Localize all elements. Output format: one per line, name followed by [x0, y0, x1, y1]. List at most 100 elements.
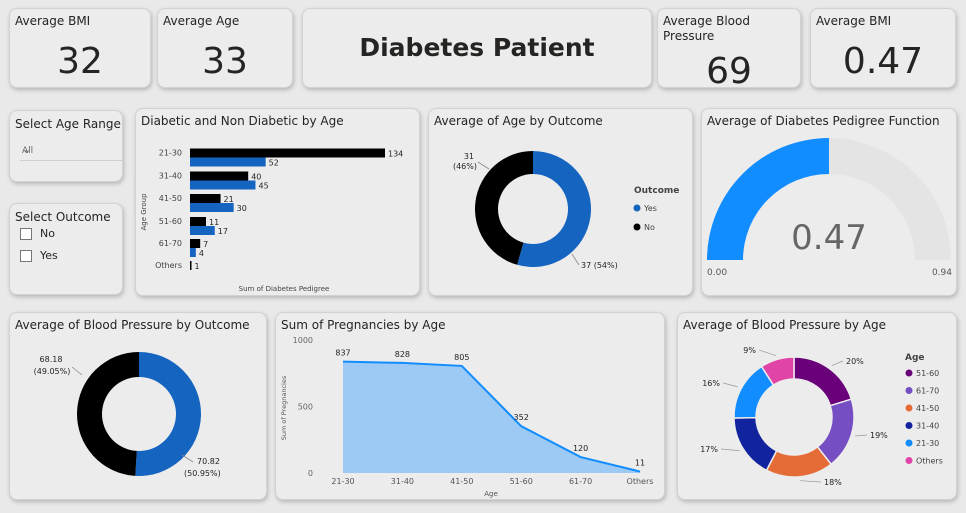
bar: [190, 171, 249, 181]
kpi-value: 32: [57, 41, 103, 82]
data-label: 20%: [846, 357, 864, 366]
category-label: 31-40: [159, 172, 182, 181]
legend-label: 31-40: [916, 422, 939, 431]
x-tick-label: 21-30: [331, 477, 354, 486]
bar: [190, 261, 192, 270]
chart-card-age-by-outcome: Average of Age by Outcome 37 (54%) 31 (46%…: [428, 108, 693, 296]
checkbox[interactable]: [20, 227, 32, 240]
data-label: 11: [635, 459, 645, 468]
bar: [190, 157, 266, 167]
legend-marker: [905, 439, 913, 447]
donut-chart: 37 (54%) 31(46%) Outcome Yes No: [453, 151, 679, 270]
gauge-value: 0.47: [791, 218, 867, 258]
option-label: No: [40, 227, 55, 240]
option-label: Yes: [40, 249, 58, 262]
data-label: 70.82: [197, 457, 220, 466]
data-label: 7: [203, 240, 208, 249]
kpi-card-average-blood-pressure: Average Blood Pressure 69: [657, 8, 801, 88]
x-tick-label: Others: [627, 477, 654, 486]
dashboard-title: Diabetes Patient: [359, 33, 595, 62]
data-label: 40: [251, 173, 261, 182]
area-fill: [343, 361, 640, 473]
data-label: 805: [454, 353, 469, 362]
donut-slice-31-40: [733, 416, 778, 472]
kpi-title: Average Blood Pressure: [663, 14, 750, 43]
donut-slice-yes: [135, 352, 202, 476]
data-label: (49.05%): [34, 367, 71, 376]
y-tick-label: 0: [308, 469, 313, 478]
x-tick-label: 31-40: [391, 477, 414, 486]
kpi-card-average-bmi: Average BMI 32: [9, 8, 151, 88]
data-label: 52: [269, 159, 279, 168]
donut-slice-51-60: [793, 356, 853, 407]
outcome-option-no[interactable]: No: [20, 227, 55, 240]
chevron-down-icon: ⌄: [22, 143, 32, 156]
bar: [190, 248, 196, 257]
dashboard-title-card: Diabetes Patient: [302, 8, 652, 88]
y-axis-title: Sum of Pregnancies: [280, 375, 288, 440]
bar: [190, 148, 385, 158]
leader-line: [831, 360, 844, 366]
x-tick-label: 41-50: [450, 477, 473, 486]
legend-marker: [633, 223, 641, 231]
leader-line: [722, 382, 738, 388]
data-label: 17: [218, 227, 228, 236]
kpi-card-average-age: Average Age 33: [157, 8, 293, 88]
leader-line: [758, 349, 777, 356]
kpi-value: 69: [706, 51, 752, 88]
age-range-dropdown[interactable]: All ⌄: [20, 143, 122, 161]
slicer-title: Select Outcome: [15, 210, 111, 224]
data-label: 45: [258, 182, 268, 191]
slicer-title: Select Age Range: [15, 117, 121, 131]
y-tick-label: 1000: [293, 336, 313, 345]
data-label: 9%: [743, 346, 756, 355]
chart-title: Average of Age by Outcome: [434, 114, 603, 128]
x-axis-title: Sum of Diabetes Pedigree: [239, 285, 330, 293]
chart-title: Average of Blood Pressure by Outcome: [15, 318, 250, 332]
bar: [190, 180, 256, 190]
chart-title: Diabetic and Non Diabetic by Age: [141, 114, 344, 128]
legend-marker: [905, 369, 913, 377]
kpi-title: Average BMI: [816, 14, 892, 28]
checkbox[interactable]: [20, 249, 32, 262]
leader-line: [181, 454, 194, 463]
donut-slice-no: [77, 352, 139, 476]
chart-title: Average of Diabetes Pedigree Function: [707, 114, 940, 128]
leader-line: [477, 161, 490, 170]
bar: [190, 239, 201, 248]
legend-marker: [905, 387, 913, 394]
data-label: 1: [195, 262, 200, 271]
legend-label: 51-60: [916, 369, 939, 378]
x-tick-label: 51-60: [510, 477, 533, 486]
data-label: 134: [388, 150, 403, 159]
x-axis-title: Age: [484, 490, 498, 498]
bar: [190, 203, 234, 212]
leader-line: [855, 434, 868, 437]
leader-line: [800, 480, 822, 483]
data-label: 837: [335, 349, 350, 358]
legend-label: 61-70: [916, 387, 939, 396]
data-label: (46%): [453, 162, 477, 171]
data-label: (50.95%): [184, 469, 221, 478]
chart-title: Average of Blood Pressure by Age: [683, 318, 886, 332]
kpi-card-average-bmi-2: Average BMI 0.47: [810, 8, 956, 88]
area-chart: 0 500 1000 837 21-30 828 31-40 805 41-50 352 51-60…: [280, 336, 654, 498]
y-axis-title: Age Group: [140, 193, 148, 231]
data-label: 16%: [702, 379, 720, 388]
outcome-option-yes[interactable]: Yes: [20, 249, 58, 262]
chart-title: Sum of Pregnancies by Age: [281, 318, 446, 332]
x-tick-label: 61-70: [569, 477, 592, 486]
donut-slice-others: [760, 356, 795, 387]
legend-label: Yes: [643, 204, 657, 213]
donut-chart: 20% 19% 18% 17% 16% 9% Age 51-60 61-70 41-50 31-40…: [700, 346, 943, 487]
leader-line: [71, 366, 83, 376]
donut-slice-no: [475, 151, 533, 265]
category-label: 41-50: [159, 194, 182, 203]
chart-card-pedigree-gauge: Average of Diabetes Pedigree Function 0.…: [701, 108, 957, 296]
data-label: 37 (54%): [581, 261, 618, 270]
area-line: [342, 360, 641, 473]
data-label: 21: [224, 195, 234, 204]
gauge-max-label: 0.94: [932, 268, 952, 278]
chart-card-diabetic-by-age: Diabetic and Non Diabetic by Age 21-30 13…: [135, 108, 420, 296]
